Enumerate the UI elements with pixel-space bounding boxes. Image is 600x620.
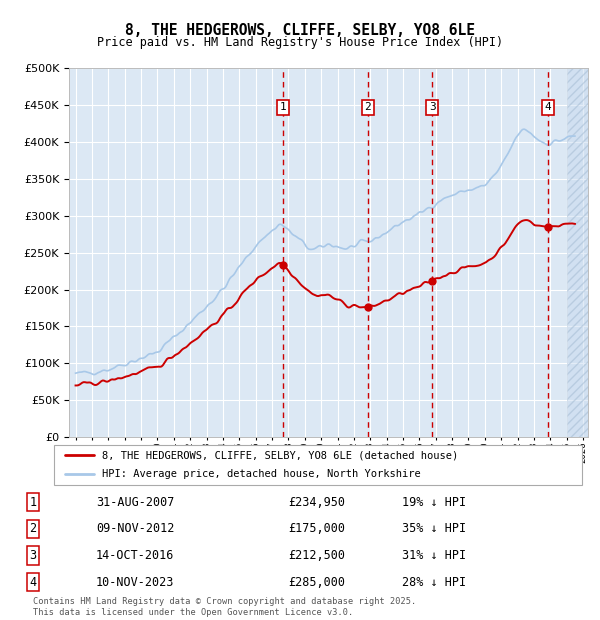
Text: 14-OCT-2016: 14-OCT-2016	[96, 549, 175, 562]
Text: 4: 4	[545, 102, 551, 112]
Text: 09-NOV-2012: 09-NOV-2012	[96, 523, 175, 535]
Text: £175,000: £175,000	[288, 523, 345, 535]
Text: £285,000: £285,000	[288, 576, 345, 588]
Text: 31-AUG-2007: 31-AUG-2007	[96, 496, 175, 508]
Text: 2: 2	[29, 523, 37, 535]
Text: HPI: Average price, detached house, North Yorkshire: HPI: Average price, detached house, Nort…	[101, 469, 420, 479]
Text: Price paid vs. HM Land Registry's House Price Index (HPI): Price paid vs. HM Land Registry's House …	[97, 36, 503, 49]
Text: 19% ↓ HPI: 19% ↓ HPI	[402, 496, 466, 508]
Text: 8, THE HEDGEROWS, CLIFFE, SELBY, YO8 6LE (detached house): 8, THE HEDGEROWS, CLIFFE, SELBY, YO8 6LE…	[101, 450, 458, 461]
Text: Contains HM Land Registry data © Crown copyright and database right 2025.
This d: Contains HM Land Registry data © Crown c…	[33, 598, 416, 617]
Text: £212,500: £212,500	[288, 549, 345, 562]
Text: £234,950: £234,950	[288, 496, 345, 508]
Text: 3: 3	[29, 549, 37, 562]
Text: 28% ↓ HPI: 28% ↓ HPI	[402, 576, 466, 588]
Text: 4: 4	[29, 576, 37, 588]
Text: 35% ↓ HPI: 35% ↓ HPI	[402, 523, 466, 535]
Text: 10-NOV-2023: 10-NOV-2023	[96, 576, 175, 588]
Text: 3: 3	[429, 102, 436, 112]
Text: 31% ↓ HPI: 31% ↓ HPI	[402, 549, 466, 562]
Text: 8, THE HEDGEROWS, CLIFFE, SELBY, YO8 6LE: 8, THE HEDGEROWS, CLIFFE, SELBY, YO8 6LE	[125, 23, 475, 38]
Text: 1: 1	[29, 496, 37, 508]
Text: 1: 1	[280, 102, 286, 112]
Text: 2: 2	[365, 102, 371, 112]
FancyBboxPatch shape	[54, 445, 582, 485]
Bar	[567, 68, 588, 437]
